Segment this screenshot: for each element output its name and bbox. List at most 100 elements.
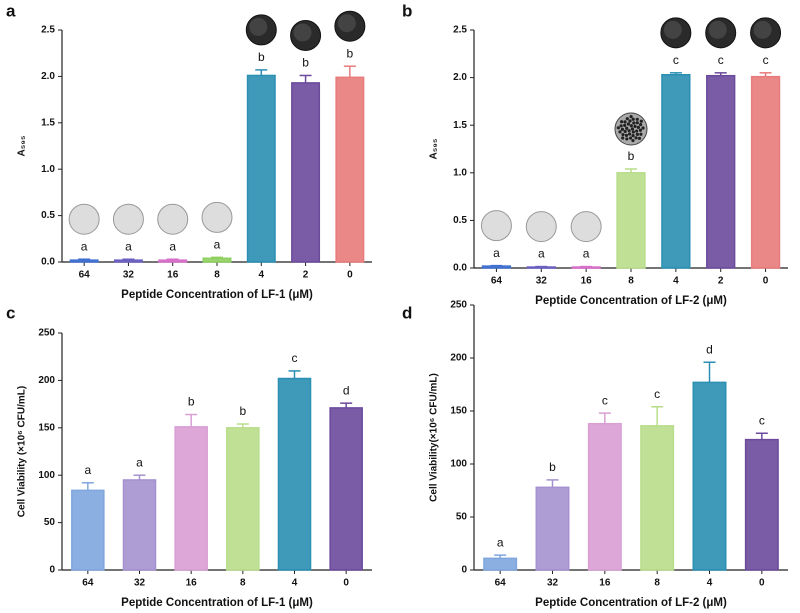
- x-tick-label: 4: [259, 270, 265, 281]
- y-axis-label: Cell Viability(×10⁶ CFU/mL): [429, 373, 440, 502]
- speck: [632, 121, 636, 125]
- bar: [535, 486, 570, 571]
- x-tick-label: 2: [718, 276, 724, 287]
- bar: [202, 257, 232, 263]
- bar: [616, 172, 646, 269]
- bar: [744, 438, 779, 571]
- well-light: [525, 211, 557, 243]
- x-tick-label: 0: [343, 578, 349, 589]
- well-light: [201, 201, 233, 233]
- well-image: [660, 17, 692, 49]
- bar: [640, 425, 675, 571]
- bar: [750, 75, 781, 269]
- y-axis-label: A₅₉₅: [17, 135, 28, 156]
- speck: [625, 137, 629, 141]
- speck: [641, 126, 645, 130]
- speck: [635, 132, 639, 136]
- bar: [692, 381, 727, 571]
- well-image: [614, 112, 648, 146]
- bar: [122, 479, 157, 571]
- y-tick-label: 1.0: [453, 167, 467, 178]
- x-tick-label: 32: [547, 578, 559, 589]
- significance-letter: d: [706, 342, 713, 356]
- well-light: [570, 211, 602, 243]
- bar: [329, 407, 363, 571]
- bar: [69, 259, 99, 263]
- speck: [629, 124, 633, 128]
- speck: [635, 121, 639, 125]
- y-tick-label: 250: [450, 300, 467, 311]
- speck: [631, 138, 635, 143]
- speck: [630, 127, 635, 131]
- speck: [618, 130, 622, 134]
- speck: [626, 122, 631, 126]
- x-tick-label: 8: [628, 276, 634, 287]
- speck: [633, 124, 637, 129]
- speck: [635, 129, 639, 133]
- x-tick-label: 32: [536, 276, 548, 287]
- well-image: [245, 14, 277, 46]
- y-tick-label: 250: [38, 328, 55, 339]
- well-shade: [663, 20, 682, 39]
- panel-label: c: [6, 303, 15, 322]
- significance-letter: a: [81, 239, 88, 253]
- x-tick-label: 0: [759, 578, 765, 589]
- speck: [619, 124, 623, 128]
- speck: [616, 126, 620, 130]
- significance-letter: a: [84, 463, 91, 477]
- bar: [661, 73, 691, 269]
- well-image: [705, 17, 737, 49]
- bar: [526, 266, 556, 269]
- speck: [628, 136, 633, 140]
- significance-letter: c: [602, 393, 608, 407]
- y-tick-label: 100: [450, 459, 467, 470]
- y-tick-label: 150: [38, 422, 55, 433]
- speck: [627, 129, 631, 133]
- bar: [71, 489, 105, 571]
- speck: [639, 122, 643, 127]
- y-tick-label: 0: [461, 565, 467, 576]
- x-tick-label: 8: [240, 578, 246, 589]
- well-light: [68, 203, 100, 235]
- well-image: [334, 10, 366, 42]
- y-tick-label: 200: [450, 353, 467, 364]
- speck: [620, 120, 624, 124]
- x-tick-label: 4: [292, 578, 298, 589]
- well-image: [525, 211, 557, 243]
- speck: [629, 114, 633, 119]
- y-tick-label: 0.5: [453, 215, 467, 226]
- bar: [483, 557, 518, 571]
- significance-letter: b: [347, 46, 354, 60]
- well-image: [480, 210, 512, 242]
- significance-letter: a: [214, 238, 221, 252]
- significance-letter: c: [763, 53, 769, 67]
- speck: [639, 119, 643, 123]
- significance-letter: c: [654, 387, 660, 401]
- well-shade: [293, 23, 312, 42]
- significance-letter: b: [188, 395, 195, 409]
- y-tick-label: 0.0: [41, 257, 55, 268]
- bar: [277, 377, 312, 571]
- well-image: [750, 17, 782, 49]
- significance-letter: c: [718, 53, 724, 67]
- x-tick-label: 8: [214, 270, 220, 281]
- significance-letter: a: [125, 239, 132, 253]
- x-tick-label: 2: [303, 270, 309, 281]
- bar: [174, 426, 208, 571]
- panel-label: a: [6, 1, 16, 20]
- x-axis-label: Peptide Concentration of LF-2 (μM): [535, 295, 727, 307]
- y-axis-label: A₅₉₅: [429, 138, 440, 159]
- x-axis-label: Peptide Concentration of LF-1 (μM): [121, 597, 313, 609]
- y-tick-label: 100: [38, 470, 55, 481]
- well-light: [480, 210, 512, 242]
- bar: [481, 265, 512, 269]
- speck: [621, 136, 625, 140]
- significance-letter: b: [549, 460, 556, 474]
- speck: [631, 117, 635, 121]
- speck: [623, 123, 627, 127]
- x-tick-label: 16: [581, 276, 593, 287]
- speck: [624, 133, 629, 137]
- x-tick-label: 64: [495, 578, 507, 589]
- x-tick-label: 32: [123, 270, 135, 281]
